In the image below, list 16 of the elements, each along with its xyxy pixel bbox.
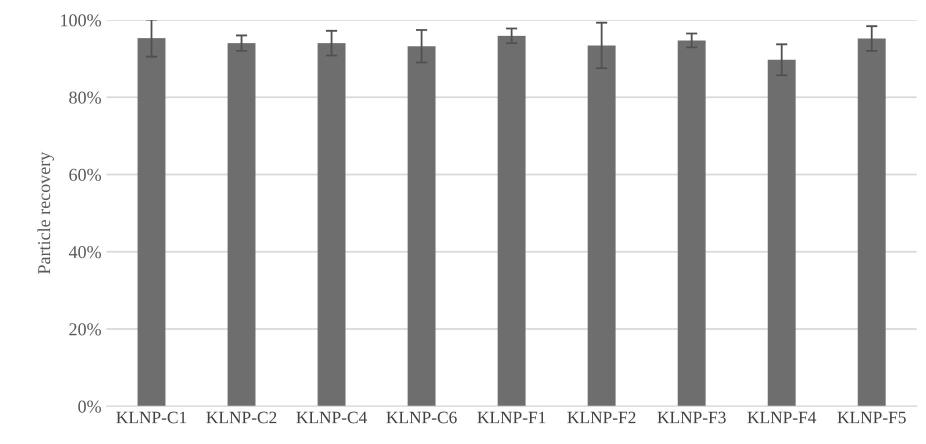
y-tick-label: 80% <box>69 91 102 104</box>
x-tick-label: KLNP-F3 <box>657 412 726 424</box>
y-tick-label: 40% <box>68 246 102 258</box>
y-tick-label: 60% <box>69 168 102 181</box>
x-tick-label: KLNP-F1 <box>477 412 546 424</box>
y-axis-title: Particle recovery <box>38 152 54 274</box>
x-tick-label: KLNP-C1 <box>116 412 186 424</box>
x-tick-label: KLNP-C2 <box>206 412 276 424</box>
y-tick-label: 0% <box>78 400 102 413</box>
x-tick-label: KLNP-F4 <box>747 412 816 424</box>
y-tick-label: 20% <box>69 323 102 336</box>
x-tick-label: KLNP-C4 <box>296 412 367 424</box>
x-tick-label: KLNP-C6 <box>386 412 457 424</box>
x-tick-label: KLNP-F2 <box>567 412 636 424</box>
x-tick-label: KLNP-F5 <box>838 412 906 424</box>
y-tick-label: 100% <box>61 14 102 26</box>
